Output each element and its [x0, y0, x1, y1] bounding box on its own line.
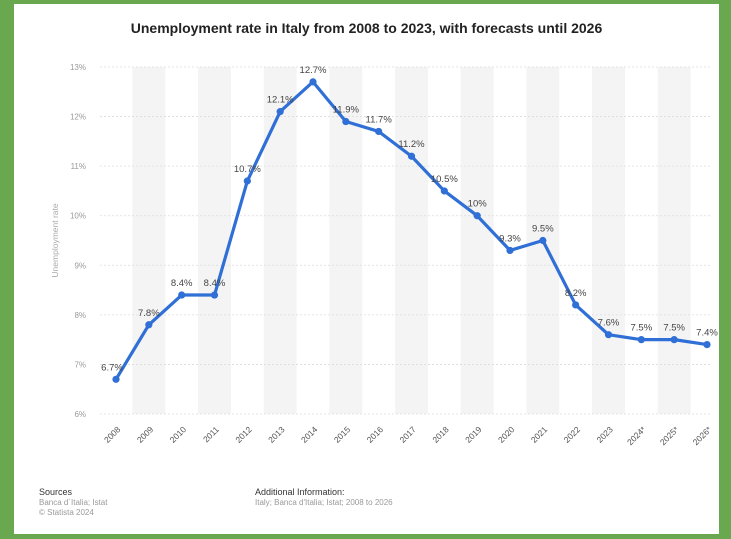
y-tick-label: 12% [70, 113, 86, 122]
data-point [309, 78, 317, 86]
y-axis-label: Unemployment rate [50, 203, 60, 277]
chart-title: Unemployment rate in Italy from 2008 to … [130, 20, 603, 36]
data-label: 9.3% [499, 233, 521, 244]
column-band [592, 67, 625, 414]
x-tick-label: 2018 [430, 424, 451, 445]
y-tick-label: 10% [70, 212, 86, 221]
data-point [342, 117, 350, 126]
y-tick-label: 7% [74, 360, 86, 369]
additional-info-heading: Additional Information: [255, 487, 345, 497]
x-tick-label: 2026* [691, 424, 714, 447]
data-point [670, 336, 678, 344]
x-tick-label: 2009 [135, 424, 156, 445]
y-tick-label: 9% [74, 261, 86, 270]
y-tick-label: 8% [74, 311, 86, 320]
x-tick-label: 2022 [562, 424, 583, 445]
data-label: 8.4% [171, 278, 193, 289]
data-label: 7.4% [696, 328, 718, 339]
x-tick-label: 2023 [594, 424, 615, 445]
x-tick-label: 2024* [625, 424, 648, 447]
sources-heading: Sources [39, 487, 73, 497]
data-label: 12.7% [300, 65, 327, 76]
data-point [276, 108, 284, 116]
data-point [375, 127, 383, 136]
x-tick-label: 2012 [233, 424, 254, 445]
x-tick-label: 2011 [201, 424, 221, 444]
data-point [539, 236, 547, 245]
additional-info-line: Italy; Banca d'Italia; Istat; 2008 to 20… [255, 498, 393, 507]
additional-info-block: Additional Information: Italy; Banca d'I… [255, 487, 393, 508]
data-point [572, 301, 580, 309]
column-band [198, 67, 231, 414]
data-point [112, 375, 120, 383]
data-point [145, 321, 153, 329]
data-point [506, 246, 514, 255]
data-label: 8.2% [565, 288, 587, 299]
data-label: 10.5% [431, 174, 458, 185]
data-label: 10.7% [234, 164, 261, 175]
data-label: 7.5% [663, 323, 685, 334]
column-band [395, 67, 428, 414]
x-tick-label: 2019 [463, 424, 484, 445]
data-point [703, 341, 711, 349]
chart-frame: Unemployment rate in Italy from 2008 to … [14, 4, 719, 534]
data-label: 7.6% [598, 318, 620, 329]
x-tick-label: 2017 [397, 424, 418, 445]
data-point [637, 336, 645, 344]
column-band [460, 67, 494, 414]
data-label: 8.4% [204, 278, 226, 289]
x-tick-label: 2021 [529, 424, 550, 445]
data-label: 11.7% [366, 114, 393, 125]
data-point [210, 291, 219, 299]
data-label: 12.1% [267, 95, 294, 106]
y-tick-label: 13% [70, 63, 86, 72]
x-tick-label: 2008 [102, 424, 123, 445]
sources-line: Banca d´Italia; Istat [39, 498, 108, 507]
data-label: 11.2% [398, 139, 425, 150]
x-tick-label: 2013 [266, 424, 287, 445]
data-point [604, 331, 613, 339]
x-tick-label: 2016 [365, 424, 386, 445]
y-tick-label: 6% [74, 410, 86, 419]
y-tick-label: 11% [71, 162, 86, 171]
x-tick-label: 2015 [332, 424, 353, 445]
sources-block: Sources Banca d´Italia; Istat © Statista… [39, 487, 107, 518]
data-point [473, 212, 481, 220]
data-point [243, 177, 251, 185]
line-chart: 6% 7% 8% 9% 10% 11% 12% 13% Unemployment rate 200… [50, 63, 718, 447]
data-point [407, 152, 416, 160]
data-label: 9.5% [532, 224, 554, 235]
x-tick-label: 2020 [496, 424, 517, 445]
data-label: 11.9% [333, 105, 360, 116]
data-label: 7.8% [138, 308, 160, 319]
data-label: 6.7% [101, 362, 123, 373]
x-tick-label: 2010 [168, 424, 189, 445]
data-label: 7.5% [631, 323, 653, 334]
data-point [440, 187, 448, 195]
x-tick-label: 2025* [658, 424, 681, 447]
column-band [657, 67, 691, 414]
column-band [263, 67, 297, 414]
data-point [178, 291, 186, 299]
column-band [132, 67, 166, 414]
data-label: 10% [468, 199, 488, 210]
copyright-line: © Statista 2024 [39, 508, 94, 517]
x-tick-label: 2014 [299, 424, 320, 445]
